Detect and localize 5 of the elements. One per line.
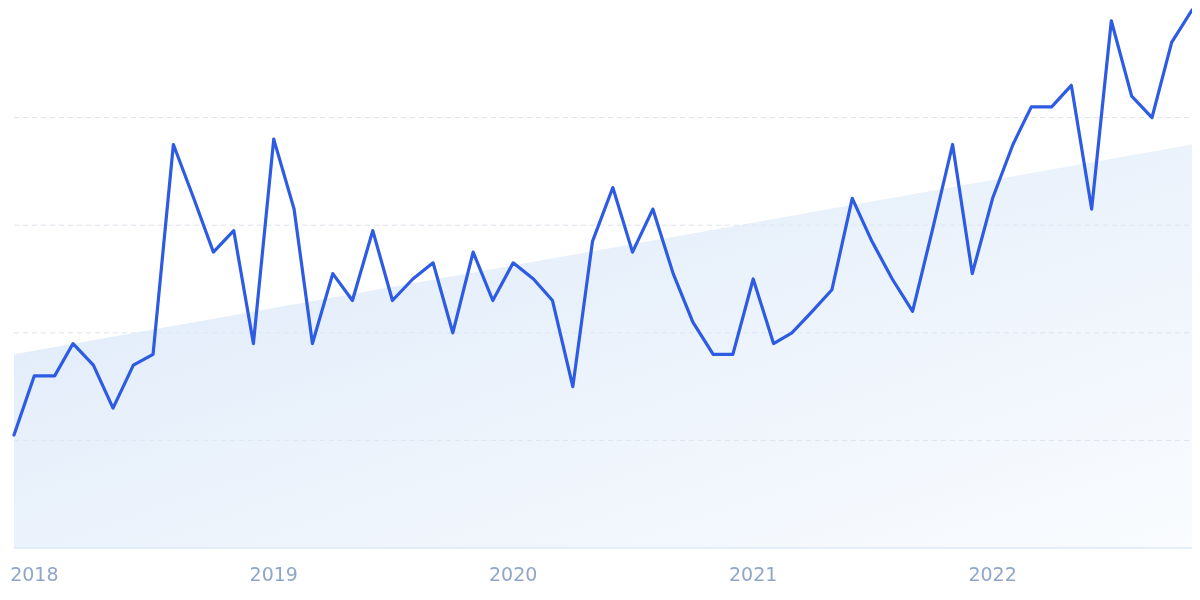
x-tick-label: 2022 xyxy=(968,563,1017,585)
x-tick-label: 2020 xyxy=(488,563,538,585)
x-tick-label: 2018 xyxy=(10,563,59,585)
x-tick-label: 2019 xyxy=(249,563,298,585)
x-tick-label: 2021 xyxy=(729,563,778,585)
